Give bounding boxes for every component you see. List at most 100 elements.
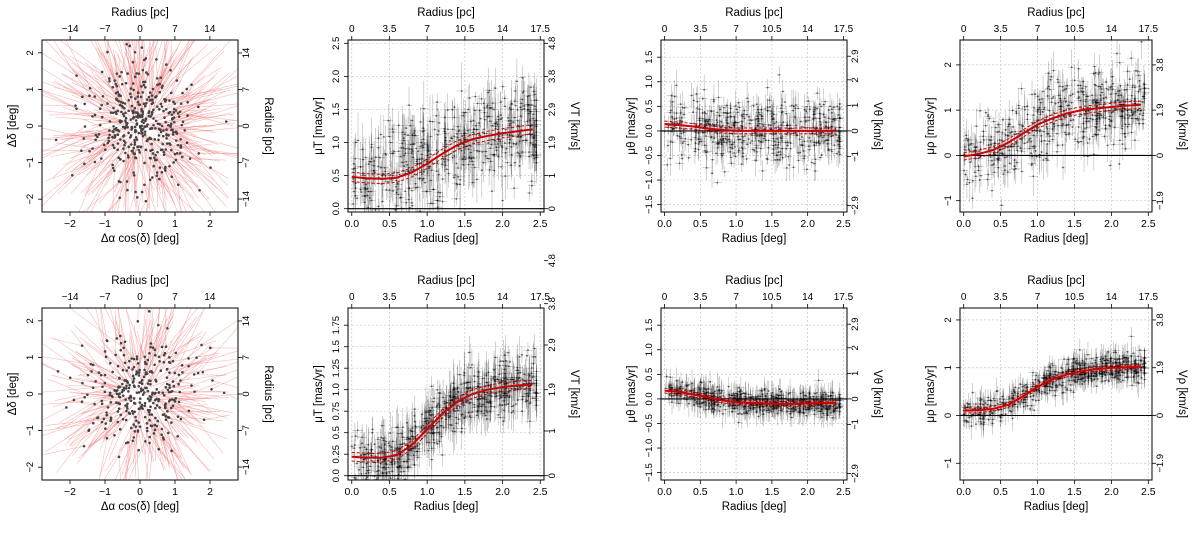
data-point bbox=[534, 146, 537, 149]
data-point bbox=[1097, 85, 1100, 88]
star-point bbox=[176, 112, 180, 115]
data-point bbox=[773, 122, 776, 125]
data-point bbox=[745, 158, 748, 160]
proper-motion-arrow bbox=[150, 53, 179, 101]
proper-motion-arrow bbox=[175, 159, 199, 179]
data-point bbox=[530, 86, 532, 88]
x-tick-label: 0.5 bbox=[693, 218, 708, 230]
data-point bbox=[509, 119, 512, 122]
data-point bbox=[673, 118, 676, 120]
data-point bbox=[422, 129, 425, 132]
data-point bbox=[476, 128, 478, 131]
star-point bbox=[155, 77, 159, 80]
star-point bbox=[190, 83, 193, 87]
data-point bbox=[408, 229, 410, 231]
data-point bbox=[741, 135, 744, 138]
data-point bbox=[817, 135, 820, 138]
data-point bbox=[822, 131, 825, 134]
star-point bbox=[142, 102, 146, 106]
star-point bbox=[144, 102, 148, 105]
proper-motion-arrow bbox=[122, 157, 137, 194]
data-point bbox=[410, 148, 413, 151]
star-point bbox=[158, 90, 162, 94]
star-point bbox=[118, 196, 122, 200]
data-point bbox=[743, 109, 746, 112]
data-point bbox=[408, 166, 410, 169]
data-point bbox=[367, 163, 370, 166]
data-point bbox=[809, 108, 811, 111]
star-point bbox=[121, 105, 125, 109]
x-axis-title: Radius [deg] bbox=[722, 233, 787, 245]
data-point bbox=[756, 115, 759, 118]
proper-motion-arrow bbox=[106, 40, 136, 109]
data-point bbox=[441, 178, 444, 180]
data-point bbox=[741, 147, 744, 150]
star-point bbox=[140, 190, 144, 194]
data-point bbox=[676, 134, 679, 137]
data-point bbox=[519, 106, 522, 109]
star-point bbox=[144, 117, 148, 120]
data-point bbox=[759, 113, 762, 116]
star-point bbox=[154, 153, 157, 157]
data-point bbox=[723, 106, 725, 109]
data-point bbox=[497, 118, 500, 121]
data-point bbox=[1123, 89, 1126, 91]
star-point bbox=[98, 123, 102, 127]
proper-motion-arrow bbox=[157, 80, 182, 107]
star-point bbox=[168, 99, 171, 102]
data-point bbox=[781, 147, 784, 150]
star-point bbox=[224, 120, 228, 123]
star-point bbox=[147, 95, 151, 99]
star-point bbox=[137, 72, 141, 75]
data-point bbox=[517, 136, 520, 138]
proper-motion-arrow bbox=[170, 40, 172, 71]
star-point bbox=[148, 91, 152, 94]
proper-motion-arrow bbox=[134, 153, 157, 212]
y-axis-title: μθ [mas/yr] bbox=[626, 97, 638, 154]
data-point bbox=[736, 111, 739, 114]
data-point bbox=[511, 134, 514, 137]
proper-motion-arrow bbox=[107, 157, 136, 212]
data-point bbox=[701, 97, 704, 100]
data-point bbox=[770, 110, 773, 113]
data-point bbox=[804, 119, 807, 122]
data-point bbox=[508, 124, 511, 127]
proper-motion-arrow bbox=[141, 133, 148, 172]
star-point bbox=[159, 76, 162, 80]
proper-motion-arrow bbox=[125, 137, 131, 165]
data-point bbox=[370, 214, 372, 216]
data-point bbox=[431, 162, 434, 164]
data-point bbox=[716, 132, 719, 135]
data-point bbox=[789, 142, 792, 145]
data-point bbox=[1109, 125, 1112, 128]
data-point bbox=[815, 142, 818, 144]
data-point bbox=[805, 168, 808, 171]
data-point bbox=[1039, 111, 1042, 114]
star-point bbox=[164, 169, 167, 172]
data-point bbox=[486, 157, 488, 160]
proper-motion-arrow bbox=[187, 75, 238, 103]
proper-motion-arrow bbox=[174, 74, 206, 104]
data-point bbox=[507, 120, 510, 122]
data-point bbox=[717, 96, 720, 99]
data-point bbox=[480, 169, 483, 172]
data-point bbox=[470, 151, 472, 154]
data-point bbox=[480, 97, 483, 100]
data-point bbox=[772, 137, 775, 140]
data-point bbox=[407, 170, 410, 173]
data-point bbox=[967, 144, 970, 147]
proper-motion-arrow bbox=[159, 167, 165, 212]
data-point bbox=[513, 116, 516, 119]
data-point bbox=[357, 139, 359, 142]
proper-motion-arrow bbox=[133, 54, 145, 104]
data-point bbox=[406, 163, 409, 166]
star-point bbox=[126, 72, 129, 75]
star-point bbox=[116, 129, 120, 132]
data-point bbox=[490, 143, 493, 146]
star-point bbox=[131, 111, 135, 115]
star-point bbox=[156, 83, 159, 87]
data-point bbox=[801, 125, 803, 128]
data-point bbox=[391, 174, 394, 177]
proper-motion-arrow bbox=[169, 109, 207, 113]
proper-motion-arrow bbox=[98, 128, 126, 132]
